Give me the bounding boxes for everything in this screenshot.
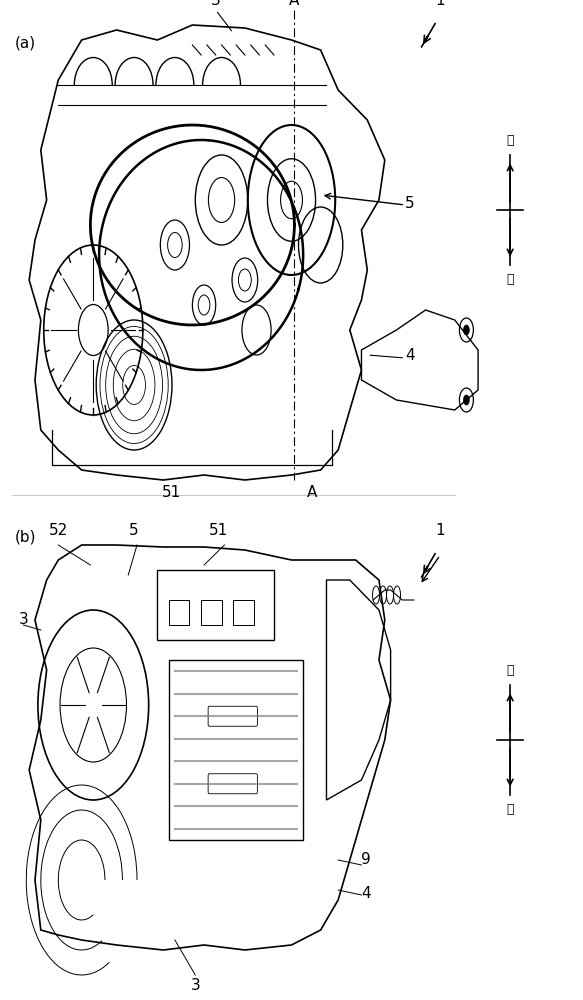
Text: A: A	[289, 0, 300, 8]
Text: 1: 1	[436, 0, 445, 8]
Circle shape	[463, 325, 469, 335]
Text: 51: 51	[162, 485, 182, 500]
Text: 5: 5	[129, 523, 139, 538]
Text: 3: 3	[191, 978, 200, 993]
Text: 下: 下	[507, 803, 514, 816]
Text: 52: 52	[48, 523, 68, 538]
Text: 上: 上	[507, 134, 514, 147]
Text: A: A	[307, 485, 317, 500]
Text: 下: 下	[507, 273, 514, 286]
Text: 上: 上	[507, 664, 514, 677]
Text: 4: 4	[361, 886, 371, 900]
Text: 9: 9	[361, 852, 371, 867]
Text: 3: 3	[211, 0, 220, 8]
Text: (a): (a)	[15, 35, 36, 50]
Text: (b): (b)	[15, 530, 36, 545]
Text: 1: 1	[436, 523, 445, 538]
Text: 4: 4	[405, 348, 415, 362]
Text: 51: 51	[209, 523, 229, 538]
Circle shape	[463, 395, 469, 405]
Text: 5: 5	[405, 196, 415, 211]
Text: 3: 3	[19, 612, 28, 628]
